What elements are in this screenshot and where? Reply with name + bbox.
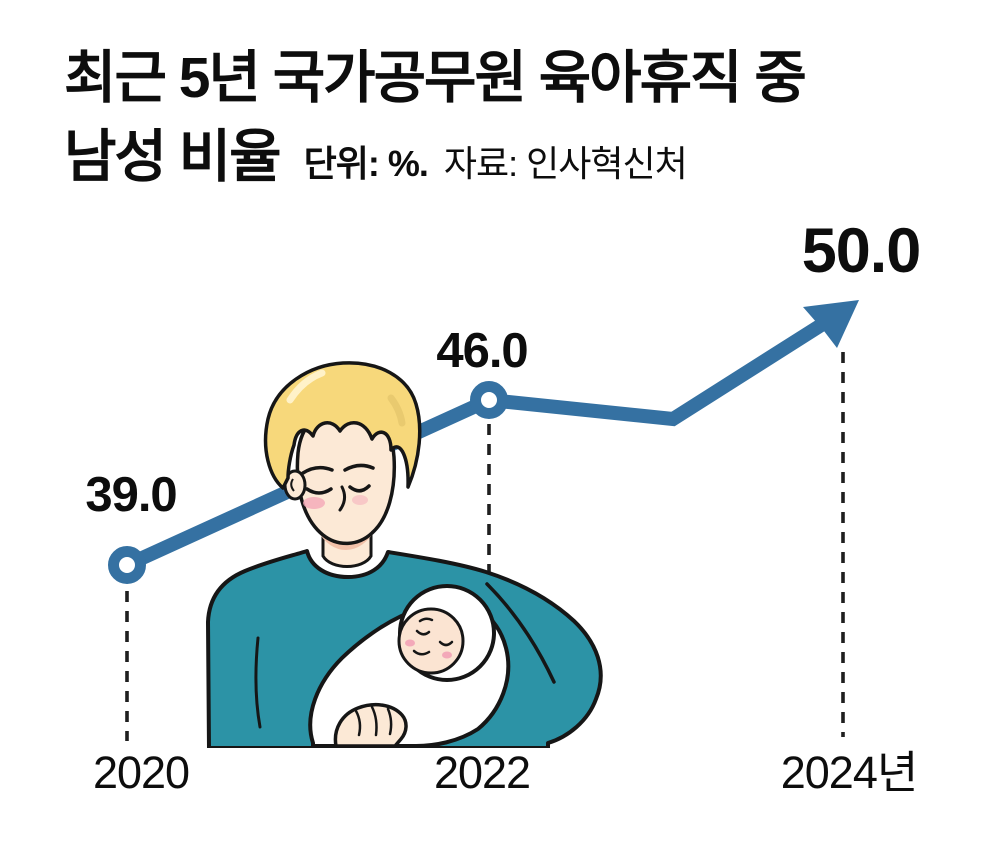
hair-highlight [286,369,326,404]
right-cheek-blush [352,495,368,505]
value-label-2024: 50.0 [801,216,922,286]
sleeve-fold-line [254,636,262,729]
unit-label: 단위: %. [303,143,429,184]
father-hand [333,702,408,748]
finger-line-3 [386,707,393,736]
arrow-head-icon [803,300,859,348]
chart-title-line1: 최근 5년 국가공무원 육아휴직 중 [64,46,807,110]
x-tick-2022: 2022 [433,747,531,798]
left-eyebrow [301,465,334,475]
right-eyebrow [343,463,375,472]
source-label: 자료: 인사혁신처 [443,143,688,184]
x-tick-2024: 2024년 [780,747,919,798]
value-label-2022: 46.0 [436,324,528,378]
chart-title-row2: 남성 비율 단위: %. 자료: 인사혁신처 [64,129,974,187]
baby-blush-right [442,651,452,659]
baby-blush-left [405,639,415,647]
ear-inner-line [290,478,295,492]
chart-title-line2: 남성 비율 [64,125,282,189]
marker-2020 [108,546,146,584]
left-cheek-blush [303,497,325,509]
right-closed-eye [348,484,371,493]
baby-smile [412,649,431,656]
finger-line-1 [354,709,362,737]
baby-left-eye [415,629,431,636]
finger-line-2 [370,705,378,737]
left-closed-eye [305,487,333,495]
marker-2022 [470,381,508,419]
father-baby-illustration [206,361,603,748]
hair-shade-streak [387,394,406,427]
father-hair [263,361,422,490]
baby-eyebrow [418,617,434,623]
chart-subtitle: 단위: %. 자료: 인사혁신처 [303,135,688,187]
value-label-2020: 39.0 [85,468,177,522]
arm-outline [485,582,556,684]
chart-header: 최근 5년 국가공무원 육아휴직 중 남성 비율 단위: %. 자료: 인사혁신처 [64,50,974,187]
baby-right-eye [438,640,454,647]
neck-shadow [317,528,377,550]
x-tick-2020: 2020 [92,747,190,798]
nose-line [338,485,347,512]
